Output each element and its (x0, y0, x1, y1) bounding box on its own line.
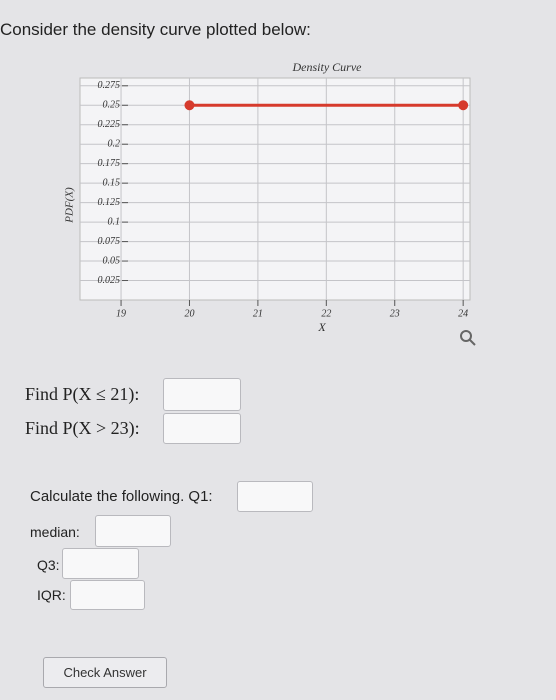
chart: Density Curve X PDF(X) 0.025 0.05 0.075 0.1… (64, 60, 476, 346)
x-tick-label: 22 (321, 308, 331, 319)
y-tick-label: 0.075 (98, 236, 121, 247)
y-tick-label: 0.25 (103, 100, 121, 111)
y-tick-label: 0.225 (98, 119, 121, 130)
q1-label: Calculate the following. Q1: (30, 488, 213, 505)
y-tick-label: 0.025 (98, 275, 121, 286)
y-tick-label: 0.275 (98, 80, 121, 91)
iqr-label: IQR: (37, 587, 66, 603)
x-axis-label: X (317, 320, 326, 334)
prob-le-label: Find P(X ≤ 21): (25, 384, 140, 404)
x-tick-label: 19 (116, 308, 126, 319)
zoom-icon[interactable] (460, 330, 472, 342)
y-tick-label: 0.125 (98, 197, 121, 208)
prob-le-input[interactable] (163, 378, 241, 411)
y-tick-label: 0.05 (103, 255, 121, 266)
chart-title: Density Curve (292, 60, 363, 74)
y-tick-label: 0.1 (108, 216, 121, 227)
question: Consider the density curve plotted below… (0, 20, 311, 39)
prob-gt-label: Find P(X > 23): (25, 418, 140, 438)
x-tick-label: 21 (253, 308, 263, 319)
y-tick-label: 0.15 (103, 177, 121, 188)
y-axis-label: PDF(X) (64, 187, 76, 224)
plot-area (79, 77, 471, 301)
median-input[interactable] (95, 515, 171, 547)
q3-input[interactable] (62, 548, 139, 579)
check-answer-button[interactable]: Check Answer (43, 657, 167, 688)
y-tick-label: 0.2 (108, 139, 121, 150)
q3-label: Q3: (37, 557, 60, 573)
median-label: median: (30, 524, 80, 540)
x-tick-label: 23 (390, 308, 400, 319)
y-tick-label: 0.175 (98, 158, 121, 169)
q1-input[interactable] (237, 481, 313, 512)
zoom-icon-handle (469, 339, 476, 346)
prob-gt-input[interactable] (163, 413, 241, 444)
endpoint (458, 100, 469, 111)
x-tick-label: 24 (458, 308, 468, 319)
x-tick-label: 20 (184, 308, 194, 319)
endpoint (184, 100, 195, 111)
iqr-input[interactable] (70, 580, 145, 610)
